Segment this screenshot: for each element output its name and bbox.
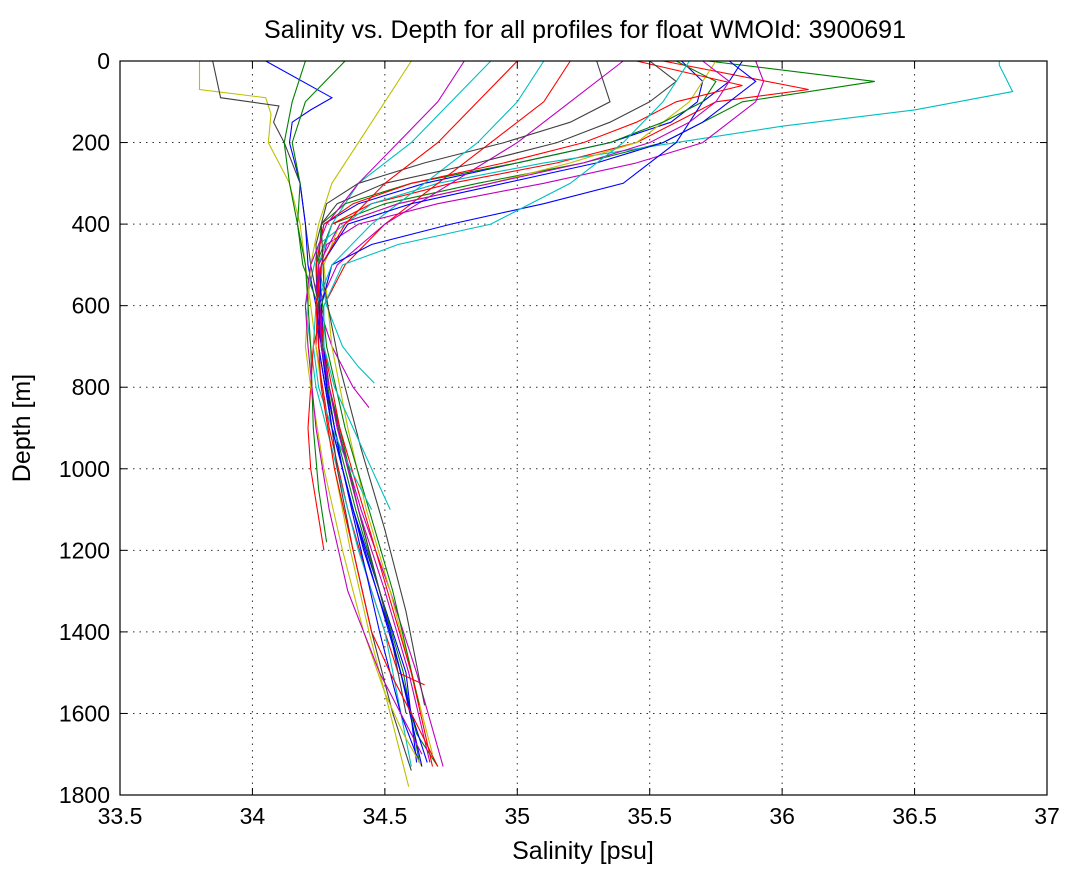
x-tick-label: 35.5 [627,803,672,829]
profile-line-25 [323,60,690,510]
profile-line-4 [304,61,1014,767]
x-tick-label: 36 [769,803,795,829]
profile-line-23 [283,60,328,543]
x-tick-label: 35 [504,803,530,829]
profile-line-19 [318,60,730,763]
y-tick-label: 1000 [59,456,110,482]
x-tick-label: 34 [240,803,266,829]
profile-line-7 [212,60,412,771]
y-tick-label: 600 [72,293,110,319]
profile-line-21 [320,60,678,706]
y-tick-label: 0 [97,48,110,74]
x-tick-label: 36.5 [892,803,937,829]
profile-line-22 [318,60,757,767]
profile-line-10 [307,60,571,551]
profile-line-2 [315,60,875,763]
profile-line-11 [318,60,492,384]
tick-layer [119,60,1048,796]
profile-line-16 [318,60,717,706]
profile-line-17 [315,60,743,767]
chart-title: Salinity vs. Depth for all profiles for … [264,16,906,44]
grid-layer [120,61,1047,795]
profile-line-12 [318,60,624,408]
y-tick-label: 1200 [59,537,110,563]
x-tick-labels: 33.5 34 34.5 35 35.5 36 36.5 37 [98,803,1060,829]
y-tick-labels: 0 200 400 600 800 1000 1200 1400 1600 1800 [59,48,110,808]
profile-line-13 [323,60,717,755]
profile-line-20 [304,60,423,767]
x-tick-label: 33.5 [98,803,143,829]
y-tick-label: 1400 [59,619,110,645]
profile-line-14 [315,60,611,714]
profile-line-24 [315,60,518,767]
x-axis-label: Salinity [psu] [512,837,654,865]
y-tick-label: 1800 [59,782,110,808]
y-tick-label: 400 [72,211,110,237]
profile-line-1 [315,60,704,763]
plot-frame [119,60,1048,796]
x-tick-label: 34.5 [362,803,407,829]
y-axis-label: Depth [m] [8,374,36,482]
y-tick-label: 800 [72,374,110,400]
series-layer [198,60,1014,787]
y-tick-label: 1600 [59,700,110,726]
profile-line-8 [265,60,420,763]
profile-line-5 [315,60,765,767]
profile-line-6 [198,61,410,787]
y-tick-label: 200 [72,130,110,156]
profile-line-26 [304,60,465,755]
x-tick-label: 37 [1034,803,1060,829]
